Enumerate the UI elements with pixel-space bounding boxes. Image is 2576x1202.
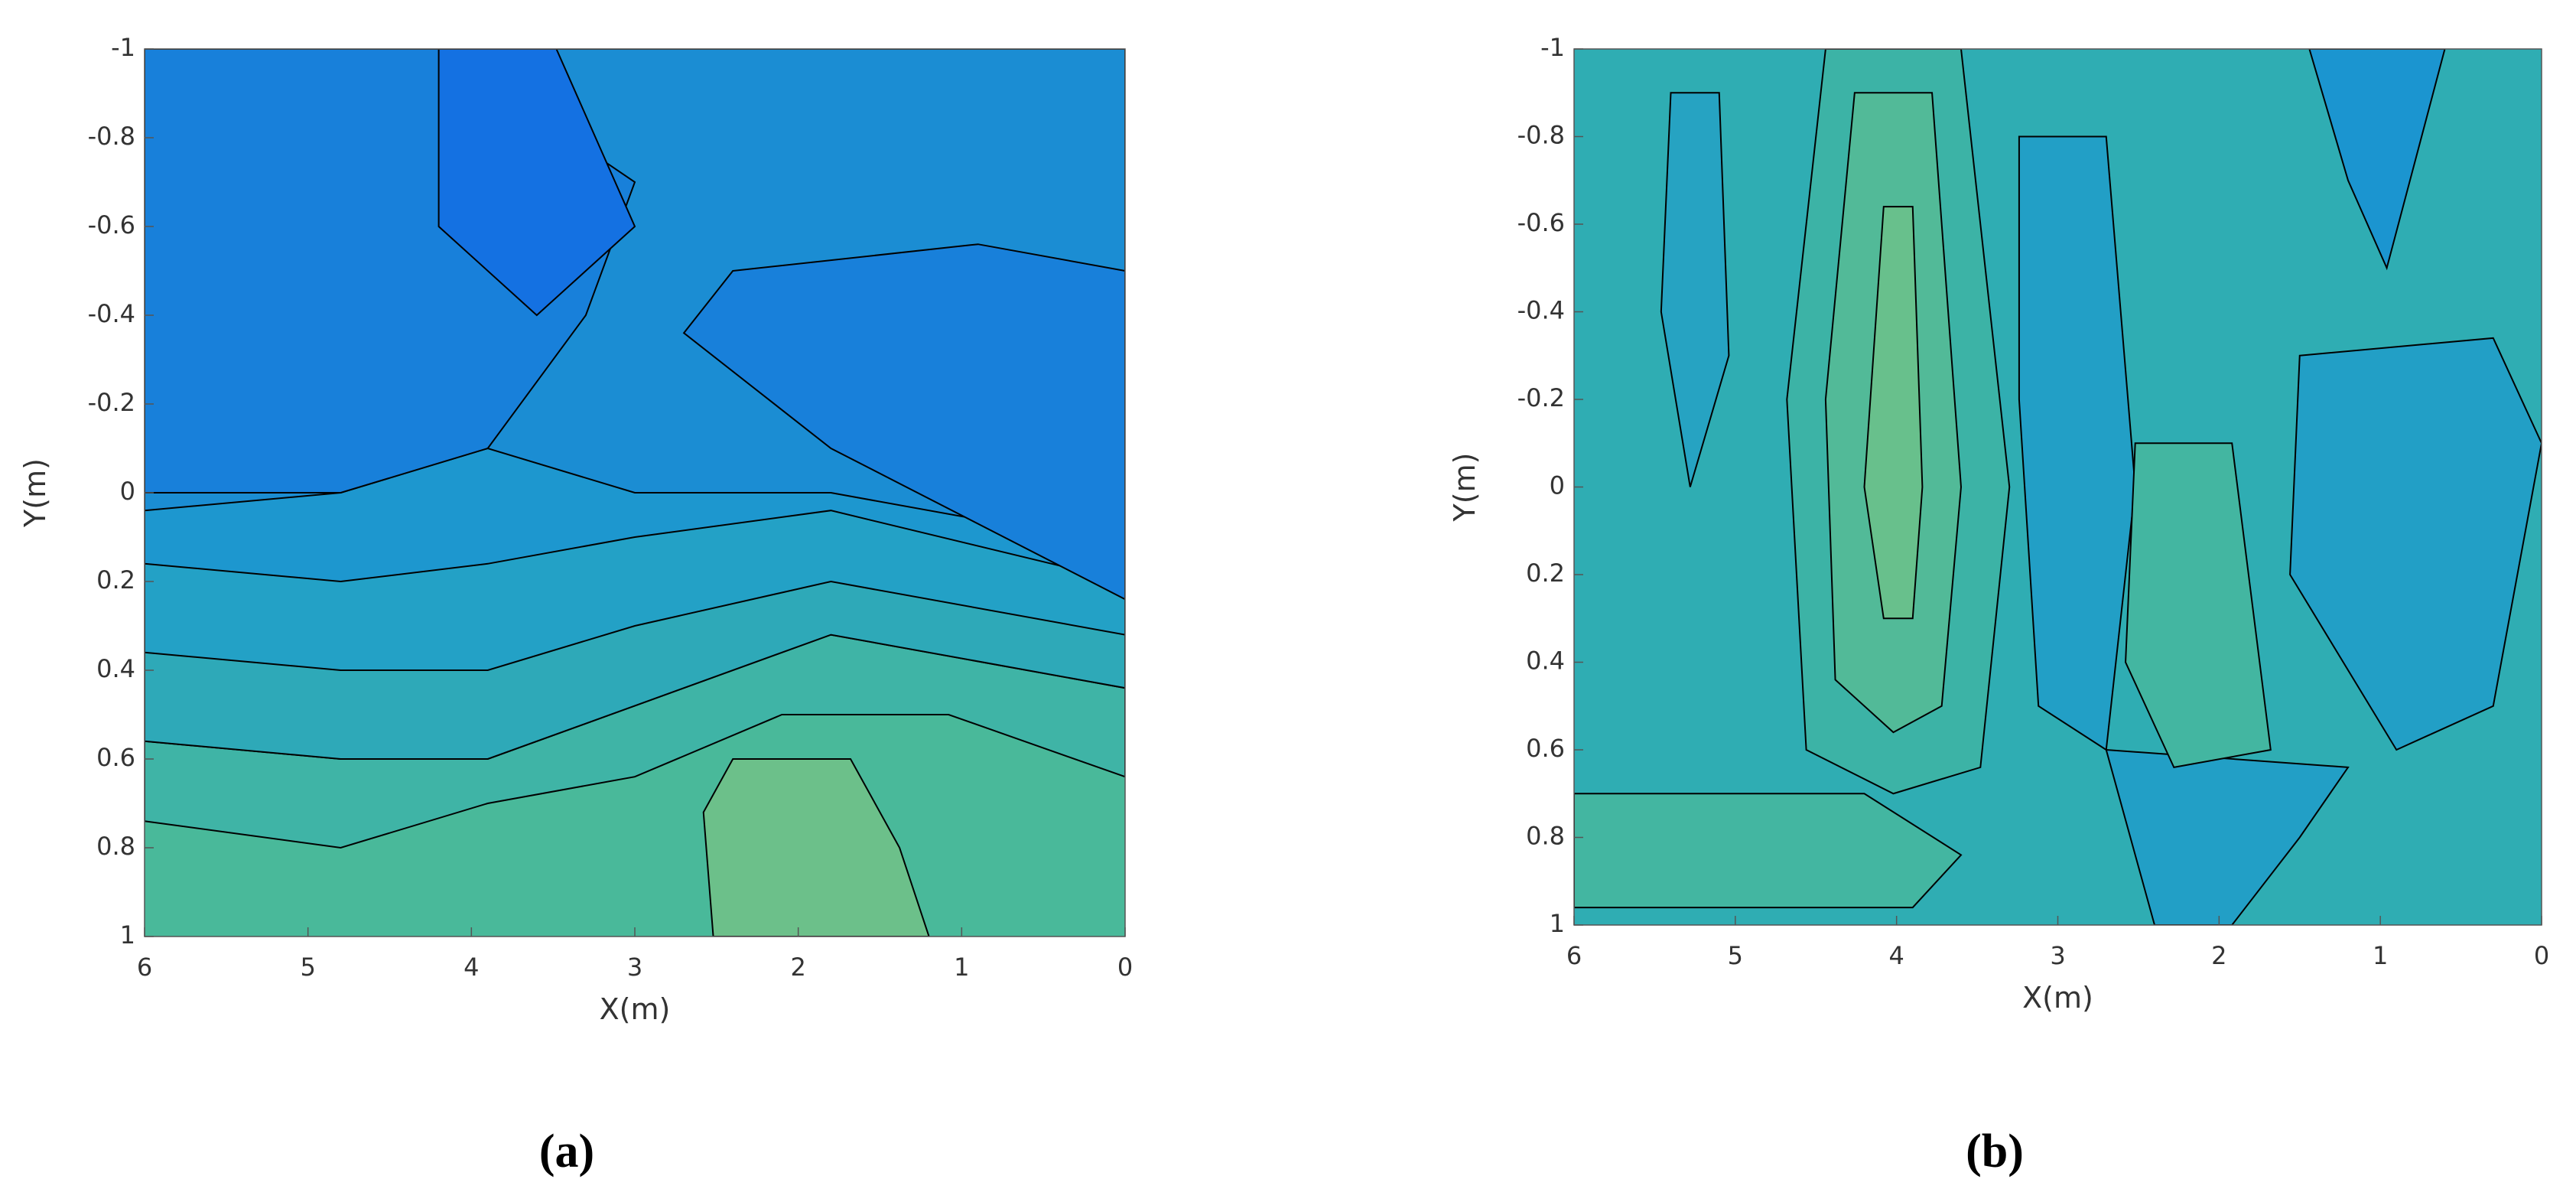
y-axis-label: Y(m) [1448,453,1482,523]
x-tick-label: 1 [2373,941,2388,970]
x-tick-label: 5 [300,953,315,982]
x-tick-label: 1 [954,953,969,982]
y-tick-label: 1 [1550,909,1565,938]
x-tick-label: 5 [1728,941,1743,970]
y-tick-label: 0.8 [1526,822,1565,851]
y-tick-label: 0 [120,477,135,506]
contour-region [702,758,930,937]
y-tick-label: 0 [1550,471,1565,500]
y-tick-label: -0.2 [1517,383,1565,412]
contour-plot: 6 5 4 3 2 1 0 -1 -0.8 -0.6 -0.4 -0.2 0 0.2 0.4 0.6 0.8 1 X… [18,33,1133,1178]
x-axis-label: X(m) [600,992,671,1026]
y-tick-label: -0.8 [1517,121,1565,150]
y-tick-label: 0.2 [1526,559,1565,588]
y-tick-label: 0.6 [96,743,135,772]
y-tick-label: -0.4 [1517,296,1565,325]
x-tick-label: 6 [1566,941,1582,970]
contour-region [2125,442,2272,769]
contour-region [2289,337,2542,751]
y-tick-label: 1 [120,920,135,950]
contour-region [682,243,1125,601]
y-tick-label: 0.8 [96,832,135,861]
x-tick-label: 0 [2534,941,2549,970]
y-tick-label: -1 [111,33,135,62]
contour-region [2308,49,2446,271]
x-axis-label: X(m) [2022,981,2093,1015]
contour-region [1863,206,1924,620]
x-tick-label: 3 [2050,941,2065,970]
x-tick-label: 3 [627,953,642,982]
y-tick-label: -0.6 [88,210,135,239]
x-tick-label: 0 [1117,953,1133,982]
x-tick-label: 6 [137,953,152,982]
y-tick-label: -0.4 [88,299,135,328]
caption: (a) [539,1125,594,1178]
contour-region [1660,92,1730,487]
x-tick-label: 2 [790,953,805,982]
contour-body [1574,49,2542,925]
y-tick-label: 0.6 [1526,734,1565,763]
y-axis-label: Y(m) [18,458,52,528]
contour-body [145,49,1125,937]
x-tick-label: 4 [1888,941,1904,970]
caption: (b) [1966,1125,2024,1178]
y-tick-label: 0.4 [1526,647,1565,676]
y-tick-label: 0.4 [96,654,135,683]
contour-region [2105,748,2350,925]
y-tick-label: -0.8 [88,122,135,151]
y-tick-label: -0.2 [88,388,135,417]
contour-plot: 6 5 4 3 2 1 0 -1 -0.8 -0.6 -0.4 -0.2 0 0.2 0.4 0.6 0.8 1 X… [1448,33,2549,1178]
y-tick-label: 0.2 [96,565,135,594]
contour-region [437,49,636,317]
contour-region [1574,793,1963,909]
x-tick-label: 2 [2211,941,2226,970]
x-tick-label: 4 [463,953,479,982]
y-tick-label: -0.6 [1517,208,1565,237]
y-tick-label: -1 [1540,33,1565,62]
